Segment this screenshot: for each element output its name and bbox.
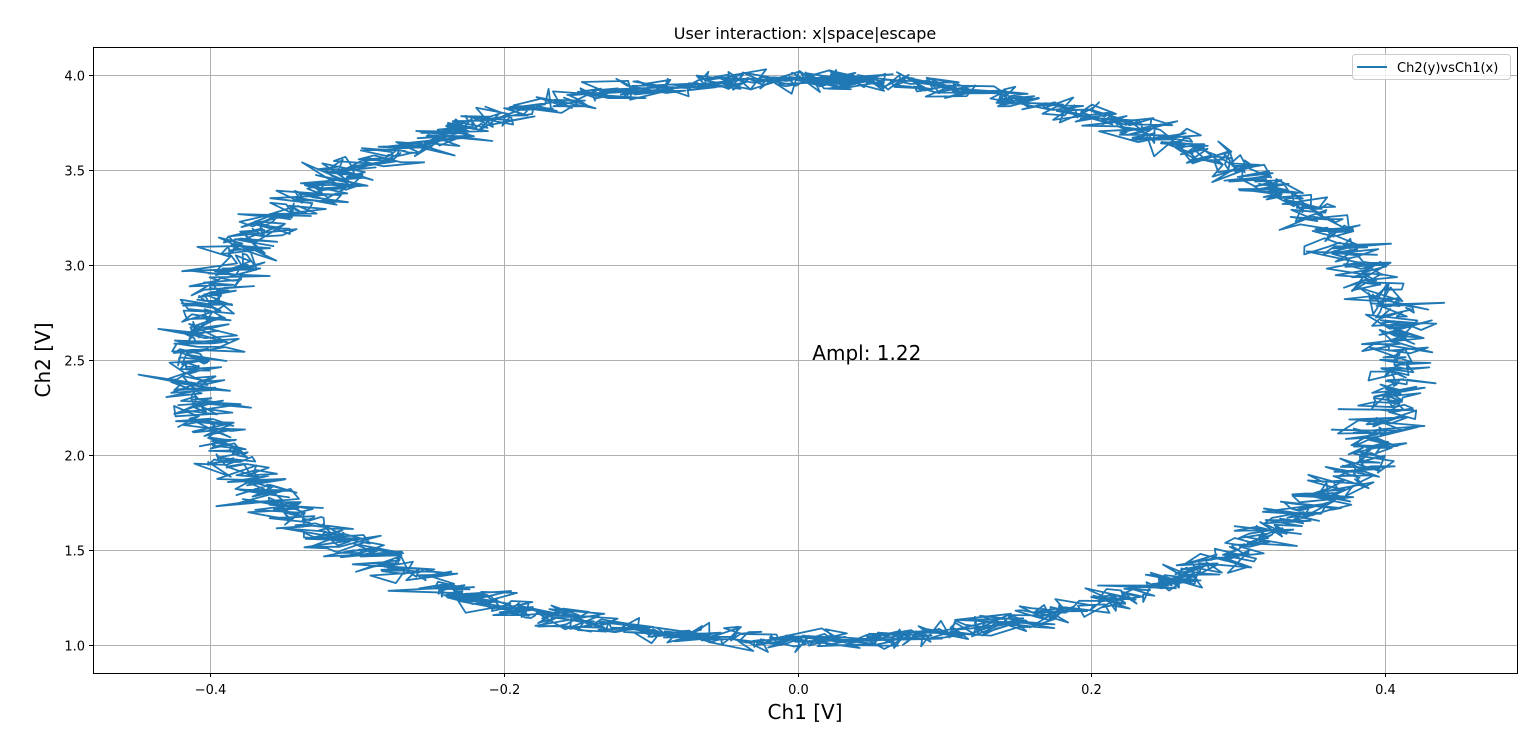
y-tick-label: 1.0 — [64, 640, 85, 655]
legend-box — [1352, 54, 1511, 80]
x-tick-label: −0.4 — [195, 683, 227, 698]
series-line — [137, 68, 1446, 653]
series-group — [137, 68, 1446, 653]
y-axis-ticks: 1.0 1.5 2.0 2.5 3.0 3.5 4.0 — [64, 70, 93, 655]
x-tick-label: 0.0 — [788, 683, 809, 698]
y-tick-label: 3.5 — [64, 165, 85, 180]
y-tick-label: 2.0 — [64, 450, 85, 465]
y-tick-label: 1.5 — [64, 545, 85, 560]
y-tick-label: 2.5 — [64, 355, 85, 370]
legend: Ch2(y)vsCh1(x) — [1352, 54, 1511, 80]
axes-frame — [93, 47, 1518, 674]
x-tick-label: −0.2 — [489, 683, 521, 698]
grid — [93, 47, 1517, 673]
x-tick-label: 0.2 — [1081, 683, 1102, 698]
x-axis-label: Ch1 [V] — [767, 700, 842, 724]
chart-title: User interaction: x|space|escape — [674, 24, 937, 43]
x-axis-ticks: −0.4 −0.2 0.0 0.2 0.4 — [195, 673, 1396, 698]
y-axis-label: Ch2 [V] — [31, 322, 55, 397]
y-tick-label: 3.0 — [64, 260, 85, 275]
legend-entry-label: Ch2(y)vsCh1(x) — [1397, 61, 1498, 76]
x-tick-label: 0.4 — [1375, 683, 1396, 698]
y-tick-label: 4.0 — [64, 70, 85, 85]
amplitude-annotation: Ampl: 1.22 — [812, 341, 921, 365]
